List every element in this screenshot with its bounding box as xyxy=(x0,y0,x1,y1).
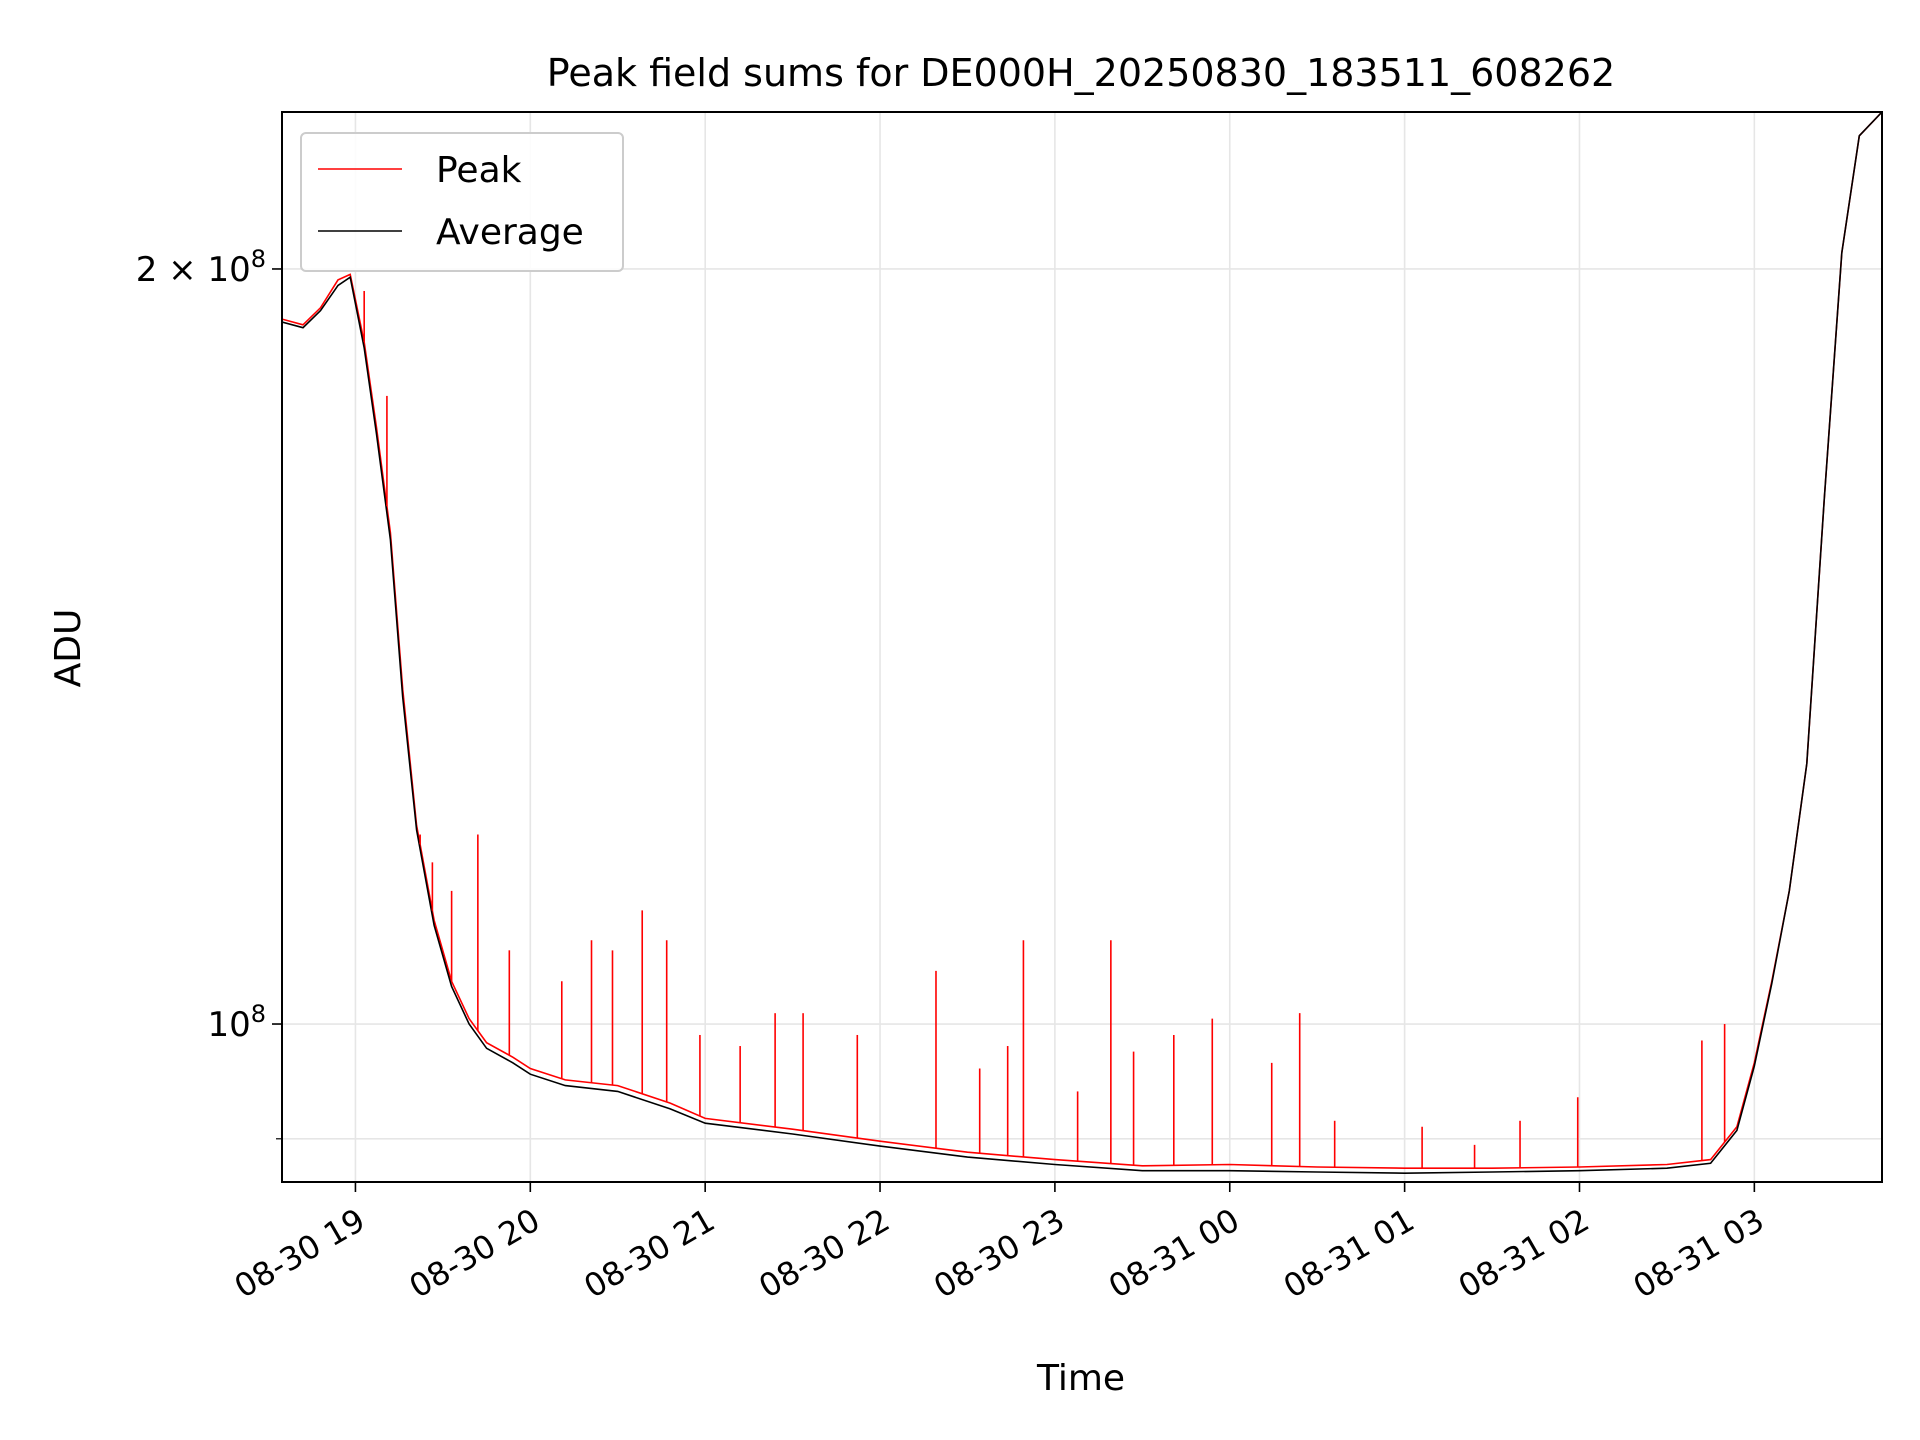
y-tick-exponent: 8 xyxy=(251,1000,266,1028)
plot-frame xyxy=(281,111,1883,1183)
legend-box xyxy=(300,132,624,272)
legend: Peak Average xyxy=(300,132,624,272)
series-average-line xyxy=(282,112,1882,1175)
y-tick-label: 2 × 108 xyxy=(136,245,266,290)
y-tick-label: 108 xyxy=(207,1000,266,1045)
y-tick-exponent: 8 xyxy=(251,245,266,273)
legend-peak-label: Peak xyxy=(436,150,522,191)
x-axis-label: Time xyxy=(1036,1358,1125,1399)
legend-average-label: Average xyxy=(436,212,584,253)
chart-title: Peak field sums for DE000H_20250830_1835… xyxy=(547,51,1615,95)
y-tick-prefix: 2 × xyxy=(136,250,208,290)
y-tick-base: 10 xyxy=(207,250,250,290)
series-layer xyxy=(282,112,1882,1175)
y-axis-label: ADU xyxy=(48,609,89,688)
y-tick-base: 10 xyxy=(207,1005,250,1045)
